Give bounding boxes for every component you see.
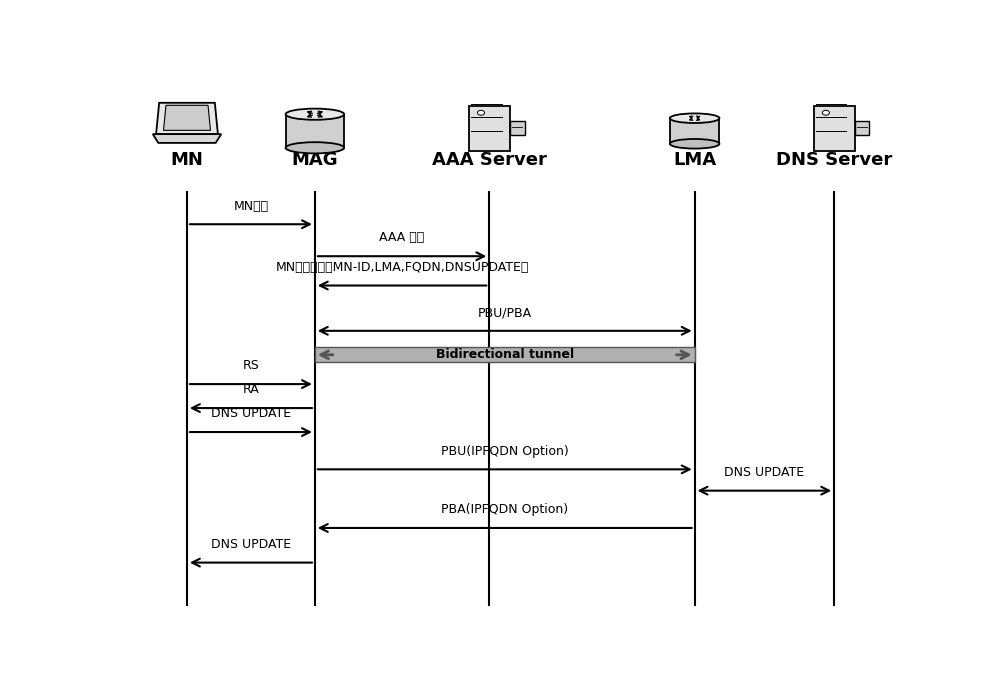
- Text: AAA Server: AAA Server: [432, 152, 547, 170]
- Text: DNS Server: DNS Server: [776, 152, 892, 170]
- Polygon shape: [156, 103, 218, 134]
- Polygon shape: [163, 105, 211, 130]
- Text: PBA(IPFQDN Option): PBA(IPFQDN Option): [441, 503, 568, 516]
- Bar: [814, 106, 855, 151]
- Text: MN: MN: [171, 152, 203, 170]
- Text: RA: RA: [243, 383, 259, 397]
- Circle shape: [822, 110, 829, 115]
- Text: RS: RS: [243, 359, 259, 372]
- Polygon shape: [153, 134, 221, 143]
- Circle shape: [477, 110, 485, 115]
- Text: PBU/PBA: PBU/PBA: [478, 306, 532, 319]
- Bar: [315, 347, 695, 362]
- Bar: [469, 106, 510, 151]
- Text: DNS UPDATE: DNS UPDATE: [724, 466, 804, 479]
- Ellipse shape: [670, 113, 719, 123]
- Text: AAA 认证: AAA 认证: [379, 232, 425, 244]
- Text: MN接入: MN接入: [233, 199, 268, 212]
- Text: PBU(IPFQDN Option): PBU(IPFQDN Option): [441, 445, 569, 457]
- Ellipse shape: [670, 139, 719, 149]
- Ellipse shape: [286, 142, 344, 154]
- Text: DNS UPDATE: DNS UPDATE: [211, 408, 291, 420]
- Polygon shape: [286, 114, 344, 148]
- Text: Bidirectional tunnel: Bidirectional tunnel: [436, 348, 574, 361]
- Text: MN策略文件（MN-ID,LMA,FQDN,DNSUPDATE）: MN策略文件（MN-ID,LMA,FQDN,DNSUPDATE）: [275, 261, 529, 274]
- Text: DNS UPDATE: DNS UPDATE: [211, 538, 291, 551]
- Polygon shape: [670, 118, 719, 144]
- Text: LMA: LMA: [673, 152, 716, 170]
- Text: MAG: MAG: [292, 152, 338, 170]
- Bar: [510, 121, 525, 136]
- Ellipse shape: [286, 109, 344, 120]
- Bar: [855, 121, 869, 136]
